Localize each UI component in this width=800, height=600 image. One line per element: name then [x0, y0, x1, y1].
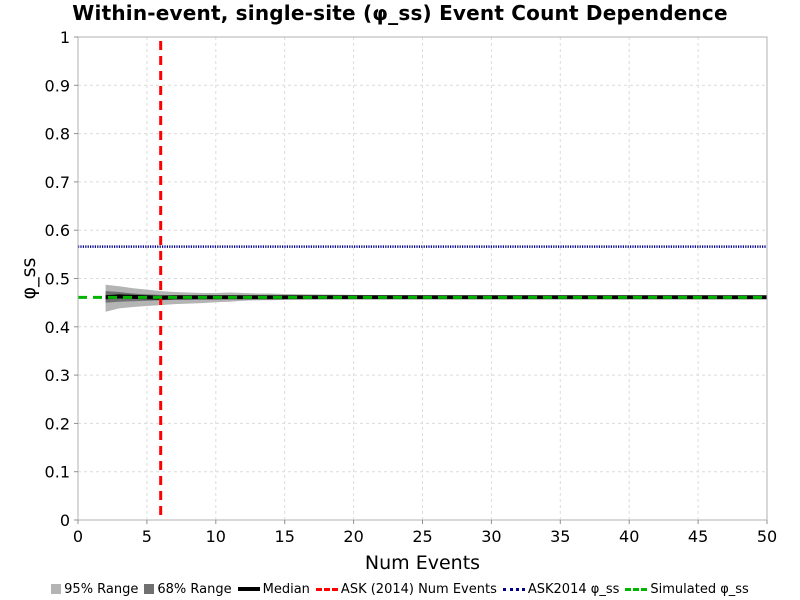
y-tick-label: 1	[60, 28, 70, 47]
x-tick-label: 50	[757, 527, 777, 546]
x-tick-label: 0	[73, 527, 83, 546]
legend-label: 68% Range	[157, 581, 232, 597]
legend-label: Simulated φ_ss	[650, 581, 749, 597]
y-tick-label: 0.6	[45, 221, 70, 240]
y-tick-label: 0.5	[45, 270, 70, 289]
x-tick-label: 25	[412, 527, 432, 546]
legend-item: 95% Range	[51, 582, 138, 597]
legend-item: Simulated φ_ss	[625, 581, 749, 597]
y-tick-label: 0.7	[45, 173, 70, 192]
legend-item: 68% Range	[144, 581, 232, 597]
legend-swatch	[315, 587, 338, 591]
legend-swatch	[51, 584, 62, 594]
y-tick-label: 0.2	[45, 414, 70, 433]
legend-label: Median	[262, 581, 310, 597]
grid-layer	[77, 36, 768, 521]
y-tick-label: 0.1	[45, 463, 70, 482]
y-axis-label: φ_ss	[18, 258, 40, 300]
legend-swatch	[625, 587, 648, 591]
x-tick-label: 15	[275, 527, 295, 546]
y-tick-label: 0.4	[45, 318, 70, 337]
x-tick-label: 40	[619, 527, 639, 546]
y-tick-label: 0.8	[45, 125, 70, 144]
legend-label: ASK (2014) Num Events	[340, 581, 497, 597]
legend-swatch	[502, 587, 525, 591]
x-axis-label: Num Events	[365, 552, 480, 574]
legend-label: 95% Range	[64, 581, 139, 597]
tick-layer: 0 5 10 15 20 25 30 35 40 45 50 0 0.1 0.2 0.3 0.4 0.5 0.6 0…	[45, 28, 778, 546]
legend-item: Median	[237, 581, 310, 597]
plot-area: 0 5 10 15 20 25 30 35 40 45 50 0 0.1 0.2 0.3 0.4 0.5 0.6 0…	[18, 28, 778, 574]
chart-title: Within-event, single-site (φ_ss) Event C…	[72, 1, 728, 25]
legend: 95% Range 68% Range Median ASK (2014) Num E…	[0, 580, 800, 598]
legend-swatch	[144, 584, 155, 594]
x-tick-label: 10	[206, 527, 226, 546]
legend-label: ASK2014 φ_ss	[527, 581, 620, 597]
legend-item: ASK (2014) Num Events	[315, 581, 497, 597]
x-tick-label: 45	[688, 527, 708, 546]
y-tick-label: 0.3	[45, 366, 70, 385]
legend-item: ASK2014 φ_ss	[502, 581, 620, 597]
legend-swatch	[237, 587, 260, 591]
x-tick-label: 5	[142, 527, 152, 546]
reference-lines-layer	[78, 41, 767, 520]
x-tick-label: 20	[343, 527, 363, 546]
x-tick-label: 30	[481, 527, 501, 546]
x-tick-label: 35	[550, 527, 570, 546]
y-tick-label: 0.9	[45, 76, 70, 95]
y-tick-label: 0	[60, 511, 70, 530]
